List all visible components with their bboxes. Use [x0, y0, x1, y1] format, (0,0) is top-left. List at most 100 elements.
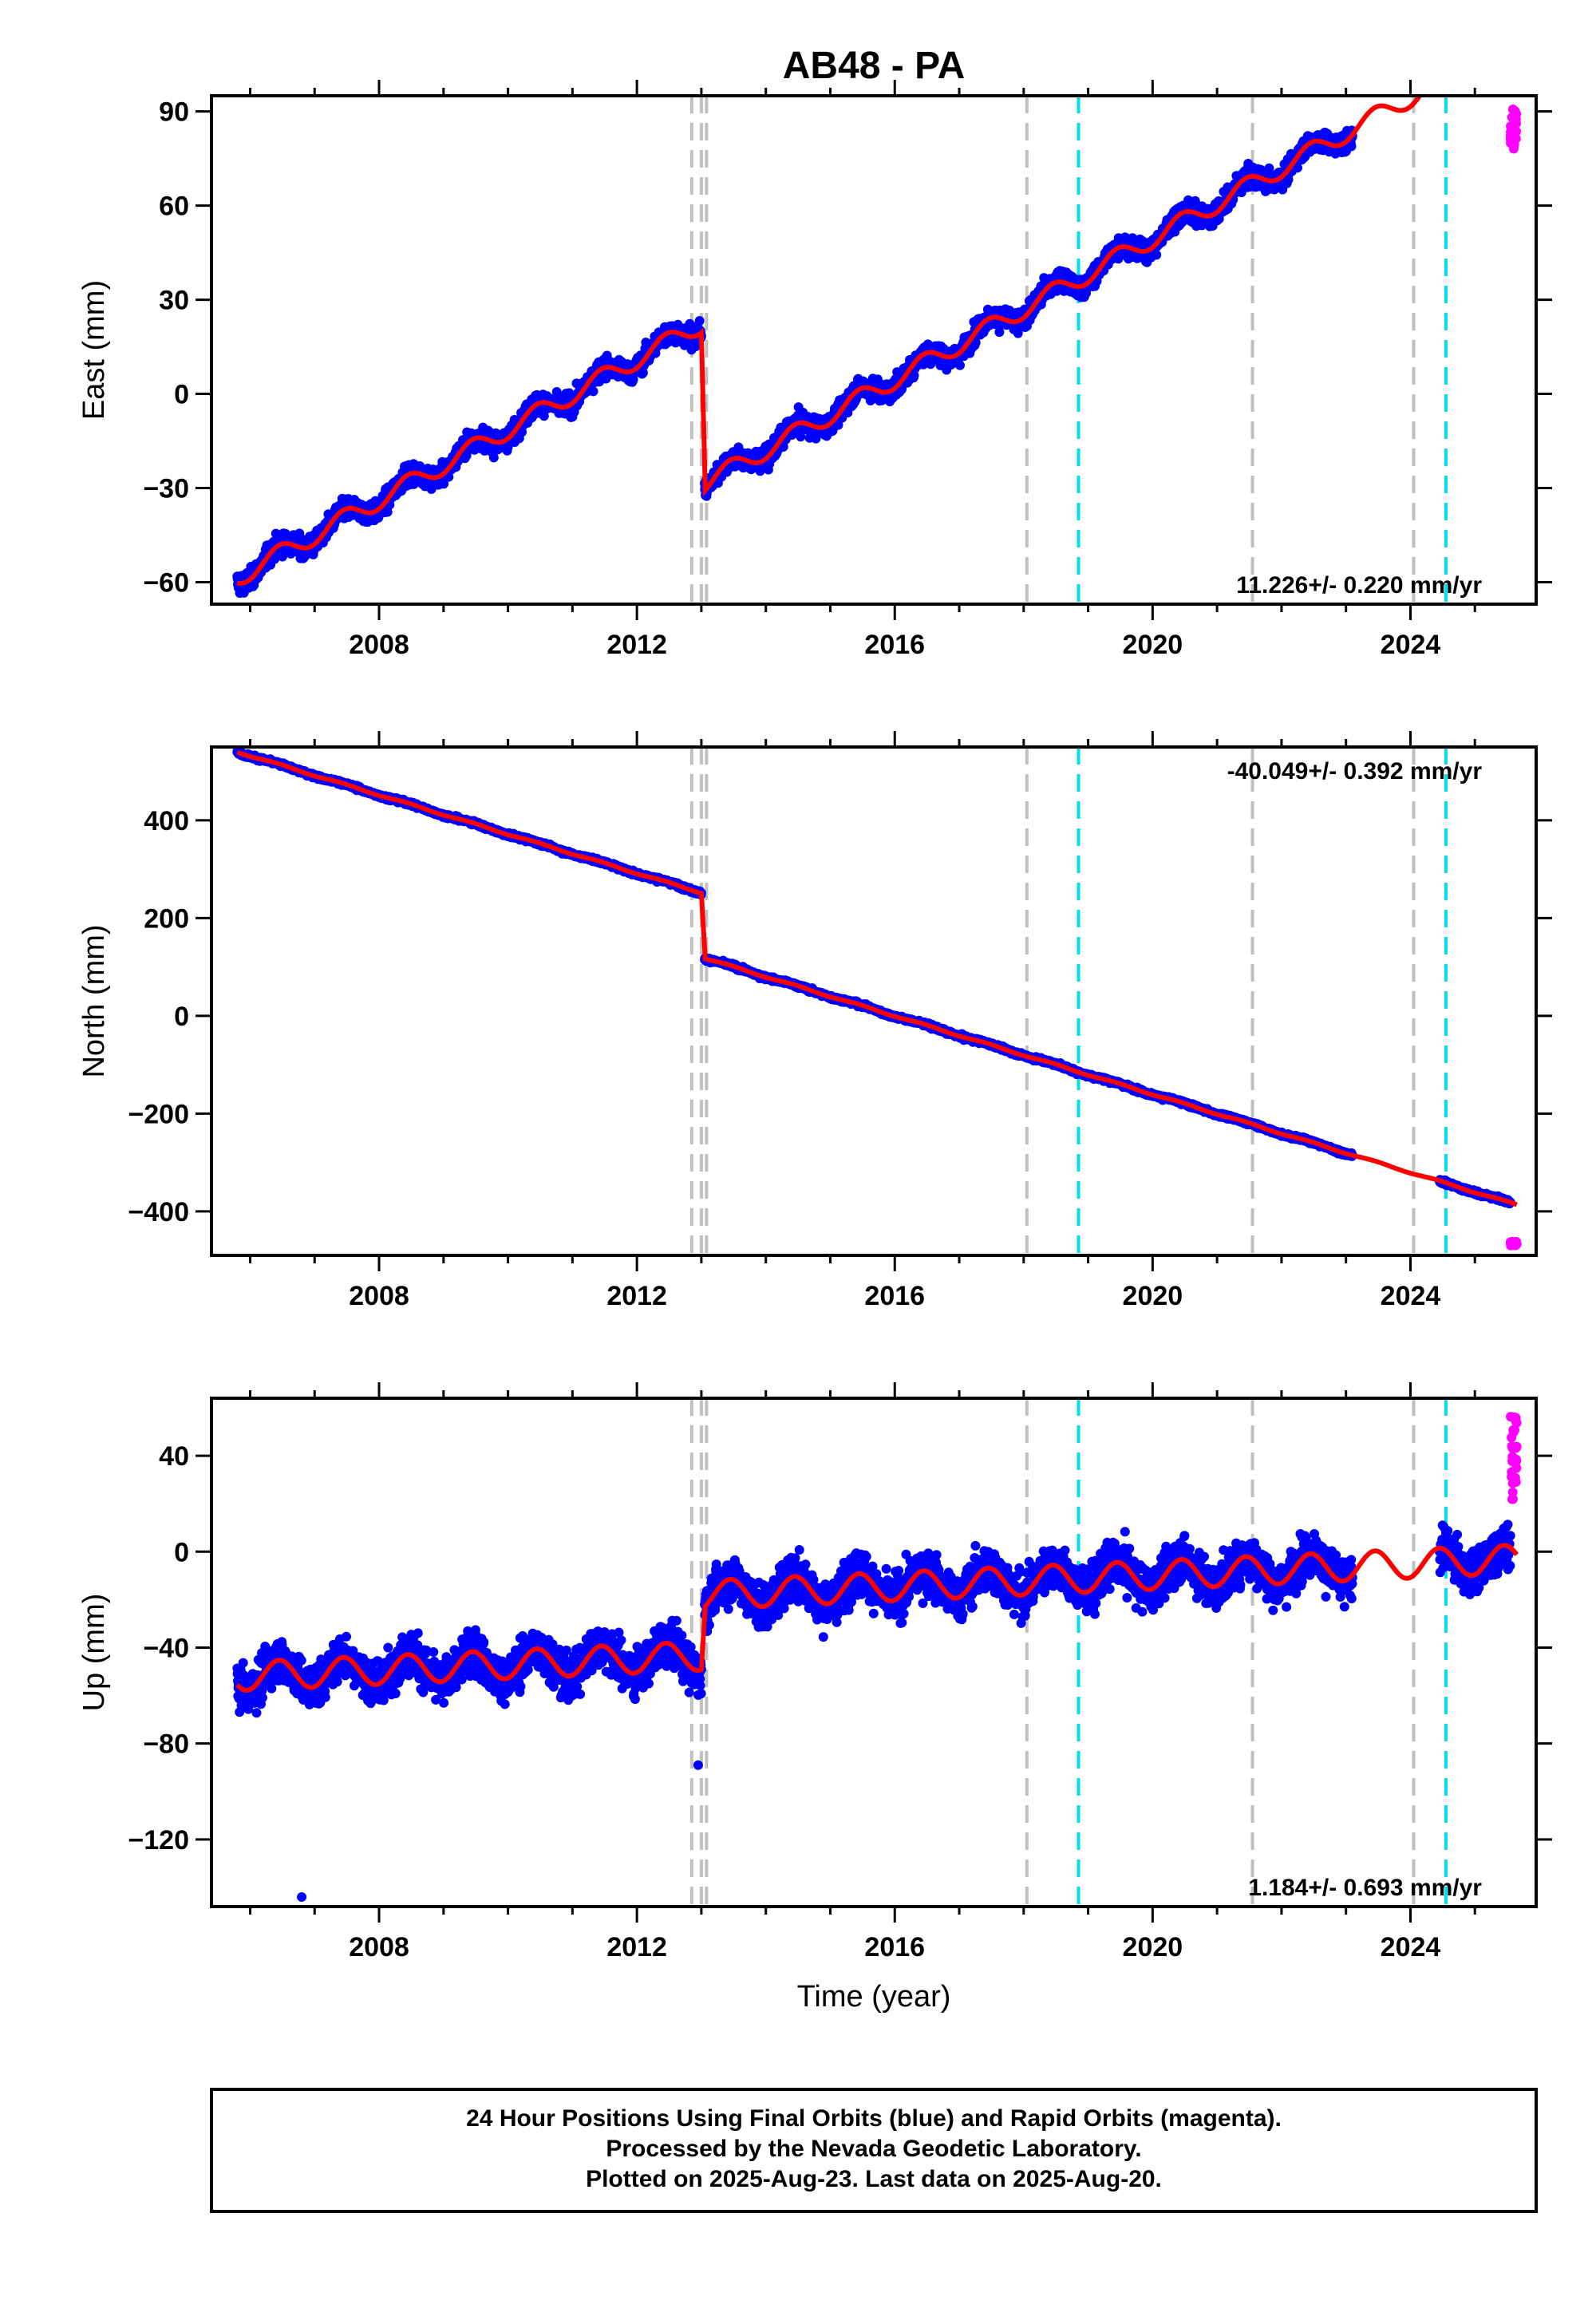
x-tick-label: 2012: [606, 630, 667, 660]
data-point: [1472, 69, 1482, 78]
model-line: [236, 96, 1423, 586]
data-point: [1463, 73, 1472, 82]
rapid-orbit-points: [1505, 105, 1522, 154]
data-point: [1081, 288, 1091, 298]
data-point: [1488, 39, 1498, 49]
data-point: [1478, 51, 1487, 61]
data-point: [1468, 72, 1477, 81]
data-point: [1443, 59, 1452, 69]
data-point: [1468, 69, 1478, 79]
data-point: [1495, 41, 1505, 50]
data-point: [1495, 36, 1504, 45]
data-point: [1455, 75, 1464, 85]
data-point: [1503, 34, 1513, 43]
data-point: [1483, 52, 1493, 61]
x-tick-label: 2008: [349, 630, 409, 660]
data-point: [1487, 43, 1496, 53]
data-point: [1448, 63, 1458, 73]
data-point: [1491, 44, 1500, 53]
data-point: [1436, 59, 1446, 69]
data-point: [1454, 68, 1464, 77]
data-point: [1464, 74, 1474, 84]
data-point: [1503, 45, 1513, 54]
data-point: [1465, 76, 1475, 85]
data-point: [1459, 67, 1468, 77]
data-point: [1459, 70, 1468, 80]
data-point: [1488, 41, 1498, 50]
data-point: [1473, 64, 1483, 73]
data-point: [1471, 75, 1480, 85]
data-point: [1454, 60, 1464, 69]
data-point: [1436, 61, 1445, 70]
data-point: [1475, 60, 1484, 69]
data-point: [1437, 68, 1447, 77]
data-point: [1461, 71, 1471, 81]
data-point: [1283, 174, 1294, 184]
data-point: [1484, 46, 1494, 56]
data-point: [1442, 58, 1452, 68]
data-point: [1453, 71, 1463, 81]
data-point: [1499, 44, 1509, 53]
data-point: [1480, 55, 1490, 65]
data-point: [1496, 33, 1506, 42]
data-point: [1452, 71, 1461, 81]
data-point: [1475, 53, 1484, 63]
data-point: [1487, 41, 1497, 50]
data-point: [1346, 141, 1357, 152]
data-point: [1491, 48, 1501, 57]
data-point: [1469, 65, 1479, 74]
data-point: [1498, 28, 1507, 38]
data-point: [588, 386, 598, 397]
data-point: [1477, 60, 1487, 69]
data-point: [1465, 67, 1475, 77]
data-point: [1491, 35, 1501, 45]
data-point: [1478, 59, 1487, 69]
data-point: [1504, 33, 1514, 42]
data-point: [1484, 54, 1494, 64]
x-tick-label: 2016: [864, 630, 925, 660]
data-point: [1440, 63, 1450, 73]
data-point: [994, 327, 1005, 338]
data-point: [1436, 62, 1445, 72]
data-point: [1485, 50, 1495, 60]
data-point: [1466, 70, 1476, 80]
data-point: [1457, 67, 1467, 77]
data-point: [1450, 68, 1460, 77]
data-point: [1503, 38, 1512, 48]
data-point: [1436, 72, 1445, 81]
y-tick-label: 30: [159, 286, 189, 316]
north-panel: 2008 2012 2016 2020 2024−400−2000200400North…: [77, 731, 1552, 1311]
data-point: [1474, 71, 1483, 81]
data-point: [1502, 39, 1511, 49]
data-point: [1495, 39, 1504, 49]
data-point: [1472, 65, 1481, 74]
data-point: [1493, 41, 1503, 50]
data-point: [1481, 57, 1491, 67]
data-point: [1453, 71, 1463, 81]
y-tick-label: 90: [159, 97, 189, 128]
rapid-point: [1511, 133, 1521, 144]
data-point: [1469, 65, 1479, 75]
rate-label: 11.226+/- 0.220 mm/yr: [1236, 572, 1482, 599]
data-point: [1503, 35, 1513, 45]
data-point: [1468, 68, 1477, 77]
data-point: [1483, 53, 1492, 63]
data-point: [1449, 64, 1459, 73]
data-point: [638, 368, 648, 378]
data-point: [1487, 51, 1497, 61]
data-point: [1449, 71, 1459, 81]
data-point: [1503, 38, 1513, 48]
data-point: [1478, 57, 1487, 67]
rapid-point: [1511, 126, 1521, 136]
data-point: [1458, 74, 1468, 84]
data-point: [1466, 73, 1476, 82]
data-point: [1497, 33, 1507, 42]
data-point: [444, 472, 454, 482]
data-point: [1503, 30, 1512, 39]
x-tick-label: 2020: [1123, 630, 1183, 660]
data-point: [1446, 73, 1456, 83]
data-point: [503, 442, 513, 453]
data-point: [1437, 66, 1447, 76]
data-point: [1495, 36, 1505, 45]
data-point: [1483, 51, 1492, 61]
